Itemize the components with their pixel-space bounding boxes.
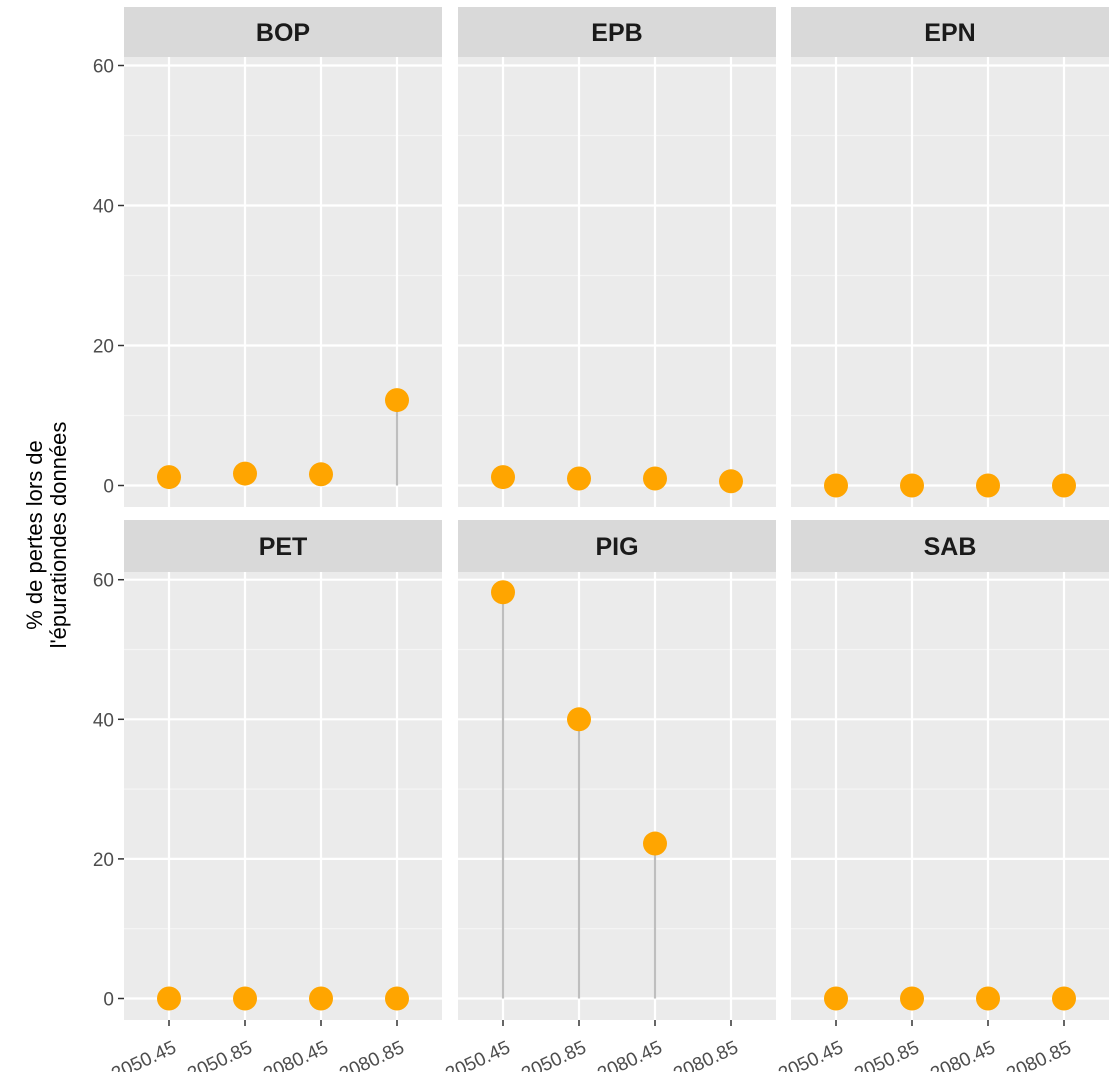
lollipop-point <box>1052 986 1076 1011</box>
lollipop-point <box>824 986 848 1011</box>
facet-panel <box>458 57 776 507</box>
facet-strip-label: BOP <box>256 19 310 47</box>
facet-panel <box>124 57 442 507</box>
facet-strip <box>458 7 776 57</box>
lollipop-point <box>824 473 848 498</box>
x-tick-label: 2080.85 <box>670 1037 741 1072</box>
lollipop-point <box>491 580 515 605</box>
y-axis-title-line: % de pertes lors de <box>22 440 47 630</box>
lollipop-point <box>385 388 409 413</box>
lollipop-point <box>157 465 181 490</box>
facet-strip-label: EPB <box>591 19 642 47</box>
lollipop-point <box>1052 473 1076 498</box>
facet-panel <box>791 57 1109 507</box>
lollipop-point <box>976 473 1000 498</box>
facet-strip <box>791 520 1109 572</box>
x-tick-label: 2050.85 <box>851 1037 922 1072</box>
x-tick-label: 2050.45 <box>442 1037 513 1072</box>
facet-strip-label: EPN <box>924 19 975 47</box>
x-tick-label: 2080.45 <box>260 1037 331 1072</box>
lollipop-point <box>719 469 743 494</box>
lollipop-point <box>309 462 333 487</box>
x-tick-label: 2080.85 <box>1003 1037 1074 1072</box>
y-tick-label: 20 <box>93 337 114 358</box>
facet-strip-label: PIG <box>595 533 638 561</box>
y-tick-label: 60 <box>93 57 114 78</box>
x-tick-label: 2050.85 <box>184 1037 255 1072</box>
lollipop-point <box>157 986 181 1011</box>
x-tick-label: 2050.45 <box>775 1037 846 1072</box>
y-tick-label: 20 <box>93 850 114 871</box>
x-tick-label: 2050.85 <box>518 1037 589 1072</box>
x-tick-label: 2080.45 <box>927 1037 998 1072</box>
y-axis-title-line: l'épurationdes données <box>46 422 71 649</box>
lollipop-point <box>233 461 257 486</box>
lollipop-point <box>385 986 409 1011</box>
x-tick-label: 2080.85 <box>336 1037 407 1072</box>
x-tick-label: 2080.45 <box>594 1037 665 1072</box>
lollipop-point <box>567 707 591 732</box>
facet-strip <box>458 520 776 572</box>
lollipop-point <box>233 986 257 1011</box>
y-axis-title: % de pertes lors de l'épurationdes donnée… <box>22 422 71 649</box>
x-tick-label: 2050.45 <box>108 1037 179 1072</box>
lollipop-point <box>976 986 1000 1011</box>
lollipop-point <box>643 466 667 491</box>
facet-panel <box>791 572 1109 1020</box>
facet-strip-label: SAB <box>924 533 977 561</box>
lollipop-point <box>491 465 515 490</box>
facet-strip <box>124 520 442 572</box>
facet-strip-label: PET <box>259 533 308 561</box>
lollipop-point <box>900 473 924 498</box>
lollipop-point <box>309 986 333 1011</box>
facet-panel <box>458 572 776 1020</box>
y-tick-label: 0 <box>103 990 114 1011</box>
y-tick-label: 0 <box>103 477 114 498</box>
facet-strip <box>791 7 1109 57</box>
lollipop-point <box>900 986 924 1011</box>
y-tick-label: 60 <box>93 571 114 592</box>
lollipop-point <box>567 466 591 491</box>
lollipop-point <box>643 831 667 856</box>
y-tick-label: 40 <box>93 197 114 218</box>
y-tick-label: 40 <box>93 710 114 731</box>
facet-panel <box>124 572 442 1020</box>
facet-strip <box>124 7 442 57</box>
